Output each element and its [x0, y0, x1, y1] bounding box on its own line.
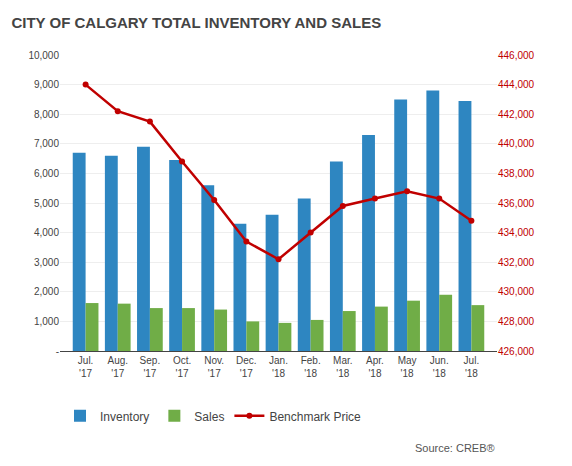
- svg-text:10,000: 10,000: [28, 50, 59, 61]
- svg-text:436,000: 436,000: [498, 198, 535, 209]
- svg-text:Benchmark Price: Benchmark Price: [269, 410, 361, 424]
- svg-text:432,000: 432,000: [498, 257, 535, 268]
- svg-text:440,000: 440,000: [498, 138, 535, 149]
- svg-text:428,000: 428,000: [498, 316, 535, 327]
- svg-text:Sep.'17: Sep.'17: [140, 355, 161, 379]
- svg-text:430,000: 430,000: [498, 286, 535, 297]
- svg-text:Jul.'17: Jul.'17: [78, 355, 94, 379]
- svg-text:Aug.'17: Aug.'17: [107, 355, 128, 379]
- svg-text:5,000: 5,000: [34, 198, 59, 209]
- svg-text:Oct.'17: Oct.'17: [173, 355, 191, 379]
- svg-text:446,000: 446,000: [498, 50, 535, 61]
- svg-text:438,000: 438,000: [498, 168, 535, 179]
- svg-text:Feb.'18: Feb.'18: [301, 355, 321, 379]
- svg-text:Mar.'18: Mar.'18: [333, 355, 352, 379]
- svg-text:4,000: 4,000: [34, 227, 59, 238]
- svg-text:Dec.'17: Dec.'17: [236, 355, 257, 379]
- svg-text:Jun.'18: Jun.'18: [430, 355, 449, 379]
- svg-text:2,000: 2,000: [34, 286, 59, 297]
- svg-text:Source: CREB®: Source: CREB®: [415, 442, 495, 454]
- svg-text:Inventory: Inventory: [100, 410, 149, 424]
- svg-text:6,000: 6,000: [34, 168, 59, 179]
- svg-text:Apr.'18: Apr.'18: [366, 355, 384, 379]
- svg-text:Sales: Sales: [194, 410, 224, 424]
- svg-text:8,000: 8,000: [34, 109, 59, 120]
- svg-text:Nov.'17: Nov.'17: [204, 355, 224, 379]
- svg-text:434,000: 434,000: [498, 227, 535, 238]
- svg-text:1,000: 1,000: [34, 316, 59, 327]
- svg-text:3,000: 3,000: [34, 257, 59, 268]
- svg-text:442,000: 442,000: [498, 109, 535, 120]
- svg-text:CITY OF CALGARY TOTAL INVENTOR: CITY OF CALGARY TOTAL INVENTORY AND SALE…: [11, 14, 381, 31]
- svg-text:-: -: [56, 346, 59, 357]
- svg-text:444,000: 444,000: [498, 79, 535, 90]
- svg-text:Jan.'18: Jan.'18: [269, 355, 288, 379]
- svg-text:426,000: 426,000: [498, 346, 535, 357]
- svg-text:Jul.'18: Jul.'18: [464, 355, 480, 379]
- svg-text:May'18: May'18: [398, 355, 417, 379]
- svg-text:9,000: 9,000: [34, 79, 59, 90]
- svg-text:7,000: 7,000: [34, 138, 59, 149]
